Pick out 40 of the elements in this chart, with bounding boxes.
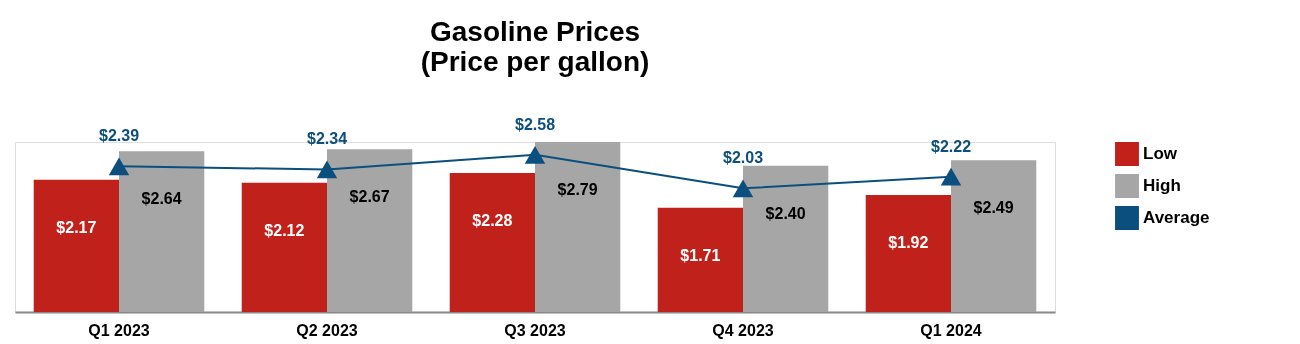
data-label: $2.58 <box>514 115 556 133</box>
point <box>108 157 130 176</box>
point <box>524 145 546 164</box>
bar <box>743 165 829 312</box>
data-label: $2.22 <box>930 137 972 155</box>
text: (Price per gallon) <box>420 45 650 77</box>
data-label: $2.34 <box>306 130 348 148</box>
bar <box>241 182 327 312</box>
bar <box>33 179 119 312</box>
data-label: $1.92 <box>888 234 929 252</box>
x-tick-label: Q1 2023 <box>88 321 150 339</box>
data-label: $2.17 <box>56 218 97 236</box>
data-label: $2.12 <box>264 221 305 239</box>
bar <box>657 207 743 312</box>
data-label: $2.64 <box>141 190 182 208</box>
point <box>940 167 962 186</box>
legend-label: High <box>1143 176 1181 195</box>
data-label: $2.79 <box>557 181 598 198</box>
bar <box>865 195 951 312</box>
bar <box>449 173 535 312</box>
data-label: $2.40 <box>765 204 806 222</box>
data-label: $2.03 <box>722 149 764 167</box>
bar <box>535 142 621 312</box>
point <box>316 160 338 179</box>
bar <box>951 160 1037 312</box>
x-tick-label: Q3 2023 <box>504 321 566 339</box>
bar <box>327 149 413 312</box>
data-label: $1.71 <box>680 246 721 264</box>
x-tick-label: Q4 2023 <box>712 321 774 339</box>
x-tick-label: Q2 2023 <box>296 321 358 339</box>
legend-label: Average <box>1143 208 1210 227</box>
bar <box>119 151 205 312</box>
point <box>732 179 754 198</box>
x-tick-label: Q1 2024 <box>920 321 982 339</box>
legend-label: Low <box>1143 144 1178 163</box>
data-label: $2.67 <box>349 188 390 206</box>
data-label: $2.39 <box>98 127 140 145</box>
text: Gasoline Prices <box>429 15 641 47</box>
data-label: $2.28 <box>472 212 513 230</box>
data-label: $2.49 <box>973 199 1014 217</box>
